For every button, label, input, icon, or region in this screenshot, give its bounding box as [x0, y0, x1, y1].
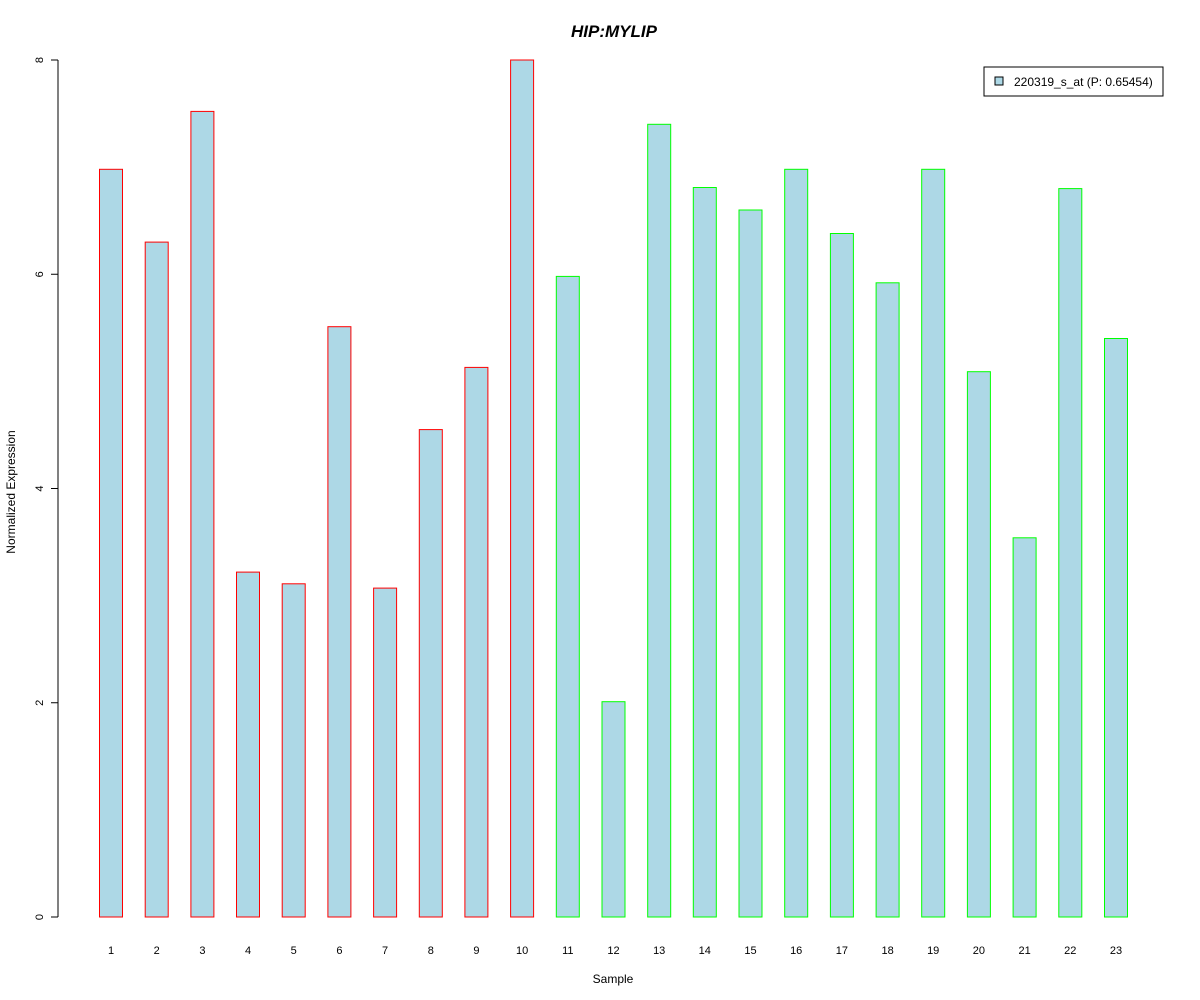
x-tick-label: 20 — [973, 945, 985, 957]
x-tick-label: 17 — [836, 945, 848, 957]
x-tick-label: 18 — [881, 945, 893, 957]
x-tick-label: 11 — [562, 945, 573, 957]
x-tick-label: 22 — [1064, 945, 1076, 957]
x-tick-label: 5 — [291, 945, 297, 957]
bar-sample-9 — [464, 366, 489, 918]
bar-sample-14 — [692, 187, 717, 918]
x-tick-label: 8 — [428, 945, 434, 957]
bar-sample-12 — [601, 701, 626, 918]
y-tick-label: 4 — [34, 485, 46, 491]
x-tick-label: 15 — [744, 945, 756, 957]
bar-sample-10 — [510, 59, 535, 918]
bar-sample-19 — [921, 168, 946, 918]
legend-box — [983, 66, 1164, 97]
y-tick-label: 8 — [34, 57, 46, 63]
bars — [99, 59, 1128, 918]
x-tick-label: 10 — [516, 945, 528, 957]
legend-swatch — [994, 76, 1004, 86]
y-tick-label: 2 — [34, 700, 46, 706]
bar-sample-13 — [647, 123, 672, 918]
x-tick-label: 12 — [607, 945, 619, 957]
bar-sample-6 — [327, 326, 352, 918]
y-tick-label: 6 — [34, 271, 46, 277]
bar-sample-8 — [418, 429, 443, 918]
y-tick-label: 0 — [34, 914, 46, 920]
bar-sample-5 — [281, 583, 306, 918]
x-axis-label: Sample — [593, 972, 634, 986]
bar-sample-22 — [1058, 188, 1083, 918]
x-tick-label: 6 — [336, 945, 342, 957]
x-tick-label: 9 — [473, 945, 479, 957]
bar-sample-11 — [555, 275, 580, 918]
bar-sample-15 — [738, 209, 763, 918]
chart-title: HIP:MYLIP — [571, 22, 658, 41]
bar-sample-20 — [966, 371, 991, 918]
bar-sample-2 — [144, 241, 169, 918]
x-tick-label: 16 — [790, 945, 802, 957]
x-tick-labels: 1 2 3 4 5 6 7 8 9 10 11 12 13 14 15 16 17 18 19 20 21 22 23 — [108, 945, 1122, 957]
bar-sample-16 — [784, 168, 809, 918]
x-tick-label: 14 — [699, 945, 711, 957]
y-axis-label: Normalized Expression — [4, 430, 18, 553]
x-tick-label: 19 — [927, 945, 939, 957]
y-axis: 0 2 4 6 8 — [34, 57, 59, 920]
x-tick-label: 4 — [245, 945, 251, 957]
x-tick-label: 1 — [108, 945, 114, 957]
x-tick-label: 3 — [199, 945, 205, 957]
bar-sample-18 — [875, 282, 900, 918]
x-tick-label: 23 — [1110, 945, 1122, 957]
legend: 220319_s_at (P: 0.65454) — [983, 66, 1164, 97]
bar-sample-17 — [829, 233, 854, 918]
bar-sample-4 — [236, 571, 260, 918]
bar-sample-23 — [1104, 338, 1128, 918]
bar-sample-7 — [373, 587, 398, 918]
x-tick-label: 21 — [1018, 945, 1030, 957]
x-tick-label: 13 — [653, 945, 665, 957]
bar-sample-21 — [1012, 537, 1037, 918]
x-tick-label: 2 — [154, 945, 160, 957]
x-tick-label: 7 — [382, 945, 388, 957]
bar-sample-3 — [190, 110, 215, 918]
bar-sample-1 — [99, 168, 123, 918]
legend-label: 220319_s_at (P: 0.65454) — [1014, 75, 1153, 89]
